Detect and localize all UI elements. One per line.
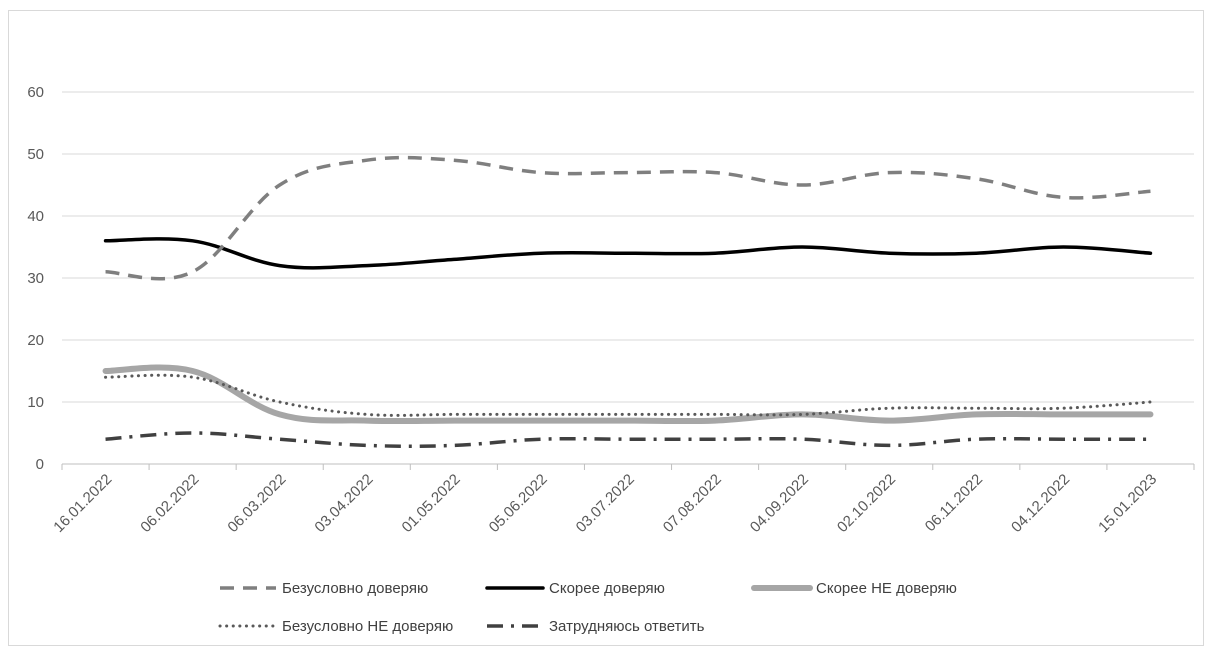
legend-label: Скорее доверяю	[549, 580, 665, 597]
x-tick-label: 06.11.2022	[922, 471, 986, 535]
legend-item-1: Безусловно доверяю	[220, 580, 428, 597]
series-line-2	[103, 237, 1153, 270]
legend-label: Затрудняюсь ответить	[549, 618, 705, 635]
x-tick-label: 03.04.2022	[311, 471, 376, 536]
legend-item-4: Безусловно НЕ доверяю	[218, 618, 453, 635]
y-tick-label: 50	[27, 146, 44, 163]
x-tick-label: 01.05.2022	[399, 471, 464, 536]
x-tick-label: 16.01.2022	[50, 471, 115, 536]
y-tick-label: 60	[27, 84, 44, 101]
legend-item-3: Скорее НЕ доверяю	[751, 580, 957, 597]
y-tick-label: 40	[27, 208, 44, 225]
legend-label: Безусловно НЕ доверяю	[282, 618, 453, 635]
gridlines	[62, 91, 1194, 403]
series-line-4	[104, 373, 1152, 417]
series-line-5	[105, 431, 1151, 448]
y-tick-label: 30	[27, 270, 44, 287]
y-tick-label: 20	[27, 332, 44, 349]
series-line-1	[105, 155, 1151, 281]
legend-item-2: Скорее доверяю	[485, 580, 665, 597]
x-tick-label: 03.07.2022	[573, 471, 638, 536]
y-tick-label: 0	[36, 456, 44, 473]
x-tick-label: 02.10.2022	[834, 471, 899, 536]
chart-area	[8, 10, 1204, 646]
x-axis	[61, 463, 1195, 470]
x-tick-label: 07.08.2022	[660, 471, 725, 536]
x-tick-label: 06.03.2022	[224, 471, 289, 536]
x-tick-label: 06.02.2022	[137, 471, 202, 536]
x-tick-label: 05.06.2022	[486, 471, 551, 536]
x-axis-tick-labels: 16.01.2022 06.02.2022 06.03.2022 03.04.2022…	[50, 471, 1160, 536]
legend-label: Безусловно доверяю	[282, 580, 428, 597]
y-axis-tick-labels: 0 10 20 30 40 50 60	[27, 84, 44, 473]
series-lines	[102, 155, 1154, 448]
x-tick-label: 04.09.2022	[747, 471, 812, 536]
y-tick-label: 10	[27, 394, 44, 411]
legend: Безусловно доверяю Скорее доверяю Скорее Н…	[218, 580, 957, 635]
legend-label: Скорее НЕ доверяю	[816, 580, 957, 597]
legend-item-5: Затрудняюсь ответить	[487, 618, 705, 635]
x-tick-label: 04.12.2022	[1008, 471, 1073, 536]
x-tick-label: 15.01.2023	[1095, 471, 1160, 536]
series-line-3	[102, 364, 1154, 425]
